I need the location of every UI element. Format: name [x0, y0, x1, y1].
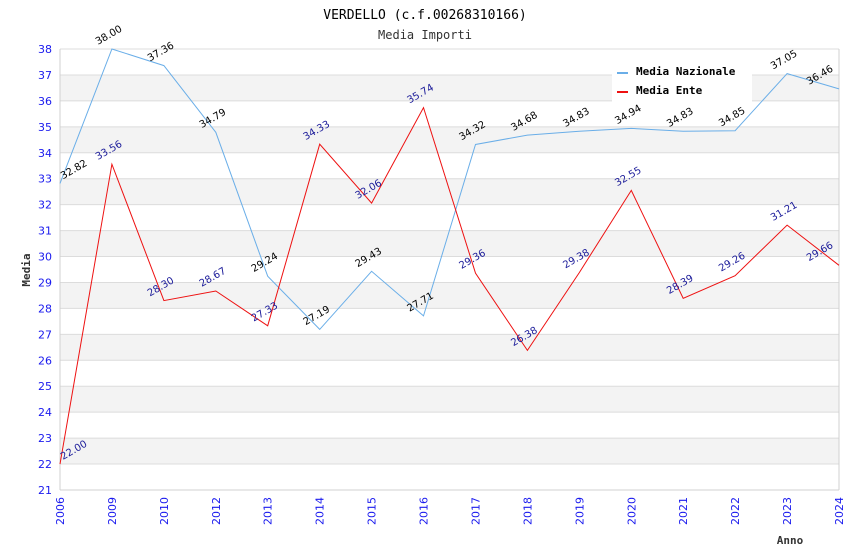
legend: Media Nazionale Media Ente	[612, 58, 752, 102]
y-tick-label: 29	[38, 276, 52, 289]
x-tick-label: 2013	[262, 497, 275, 525]
x-tick-label: 2009	[106, 497, 119, 525]
x-tick-label: 2015	[366, 497, 379, 525]
series-line-media-ente	[59, 106, 840, 465]
y-tick-label: 23	[38, 432, 52, 445]
data-label: 37.05	[769, 48, 799, 72]
x-tick-label: 2014	[314, 497, 327, 525]
legend-background	[612, 58, 752, 102]
legend-label-media-ente: Media Ente	[636, 84, 703, 97]
data-label: 34.85	[717, 105, 747, 129]
x-tick-label: 2021	[677, 497, 690, 525]
data-label: 34.83	[665, 106, 695, 130]
data-label: 38.00	[94, 24, 124, 48]
y-tick-label: 25	[38, 380, 52, 393]
y-tick-label: 37	[38, 69, 52, 82]
chart-subtitle: Media Importi	[378, 28, 472, 42]
x-tick-label: 2020	[625, 497, 638, 525]
y-tick-label: 35	[38, 121, 52, 134]
y-tick-label: 30	[38, 251, 52, 264]
y-tick-label: 32	[38, 199, 52, 212]
x-tick-label: 2012	[210, 497, 223, 525]
x-tick-label: 2017	[469, 497, 482, 525]
grid-band	[60, 334, 839, 361]
y-tick-label: 22	[38, 458, 52, 471]
chart-title: VERDELLO (c.f.00268310166)	[323, 8, 527, 23]
y-tick-label: 33	[38, 173, 52, 186]
x-tick-label: 2006	[54, 497, 67, 525]
legend-label-media-nazionale: Media Nazionale	[636, 65, 736, 78]
y-tick-label: 36	[38, 95, 52, 108]
y-tick-label: 34	[38, 147, 52, 160]
y-tick-label: 21	[38, 484, 52, 497]
series-group	[59, 48, 840, 465]
y-axis-ticks: 21 22 23 24 25 26 27 28 29 30 31 32 33 34 35 36 37 38	[38, 43, 52, 497]
x-tick-label: 2023	[781, 497, 794, 525]
x-tick-label: 2019	[573, 497, 586, 525]
grid-band	[60, 230, 839, 257]
x-tick-label: 2010	[158, 497, 171, 525]
data-label: 34.83	[561, 106, 591, 130]
x-tick-label: 2022	[729, 497, 742, 525]
y-tick-label: 27	[38, 328, 52, 341]
grid-band	[60, 438, 839, 465]
data-label: 37.36	[146, 40, 176, 64]
x-axis-label: Anno	[777, 534, 804, 547]
y-tick-label: 24	[38, 406, 52, 419]
x-axis-ticks: 2006 2009 2010 2012 2013 2014 2015 2016 2017 2018…	[54, 497, 846, 525]
x-tick-label: 2018	[521, 497, 534, 525]
x-tick-label: 2016	[418, 497, 431, 525]
y-tick-label: 26	[38, 354, 52, 367]
axes	[59, 49, 840, 491]
series-line-media-nazionale	[59, 48, 840, 331]
y-axis-label: Media	[20, 253, 33, 286]
data-label: 34.94	[613, 103, 643, 127]
grid-band	[60, 282, 839, 309]
x-tick-label: 2024	[833, 497, 846, 525]
y-tick-label: 38	[38, 43, 52, 56]
grid-band	[60, 386, 839, 413]
y-tick-label: 28	[38, 302, 52, 315]
y-tick-label: 31	[38, 225, 52, 238]
